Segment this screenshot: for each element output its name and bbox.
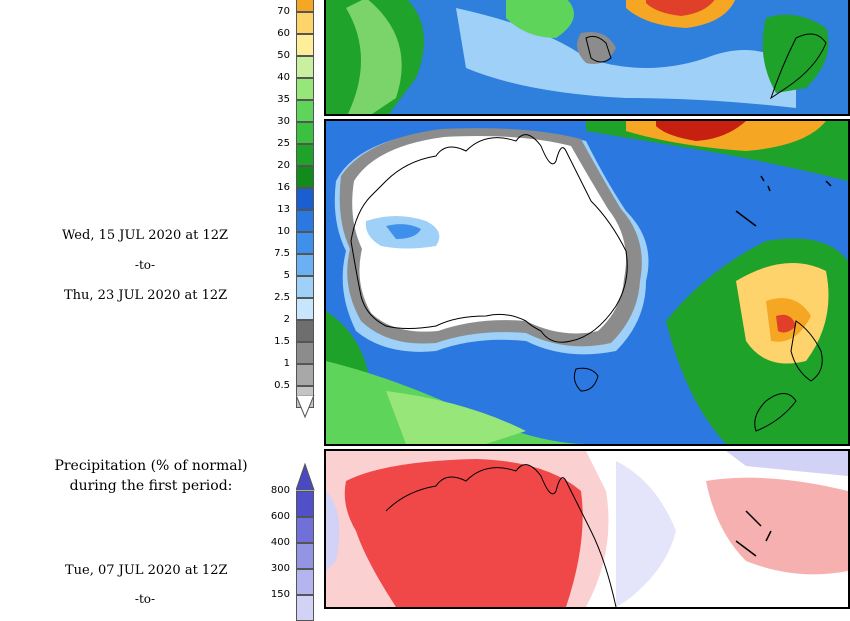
percent-colorbar-tick-label: 800	[270, 485, 290, 496]
precip-colorbar	[296, 0, 316, 420]
precip-map-panel-previous	[324, 0, 850, 116]
percent-colorbar-segment	[296, 595, 314, 621]
precip-colorbar-segment	[296, 56, 314, 78]
precip-colorbar-tick-label: 13	[277, 204, 290, 215]
precip-colorbar-tick-label: 16	[277, 182, 290, 193]
precip-colorbar-tick-label: 1.5	[274, 336, 290, 347]
precip-colorbar-segment	[296, 122, 314, 144]
precip-colorbar-segment	[296, 364, 314, 386]
percent-colorbar-segment	[296, 491, 314, 517]
percent-colorbar-tick-label: 600	[270, 511, 290, 522]
precip-colorbar-tick-label: 7.5	[274, 248, 290, 259]
percent-normal-subtitle: during the first period:	[69, 478, 233, 494]
precip-colorbar-segment	[296, 78, 314, 100]
percent-colorbar-segment	[296, 569, 314, 595]
precip-colorbar-segment	[296, 0, 314, 12]
precip-colorbar-segment	[296, 12, 314, 34]
precip-colorbar-segment	[296, 188, 314, 210]
percent-colorbar-tick-label: 150	[270, 589, 290, 600]
percent-colorbar-segment	[296, 543, 314, 569]
percent-normal-map-panel	[324, 449, 850, 609]
precip-colorbar-segment	[296, 144, 314, 166]
period-end-date: Thu, 23 JUL 2020 at 12Z	[64, 288, 228, 303]
precip-colorbar-tick-label: 40	[277, 72, 290, 83]
precip-colorbar-tick-label: 5	[283, 270, 290, 281]
percent-colorbar	[296, 463, 316, 621]
precip-colorbar-tick-label: 30	[277, 116, 290, 127]
precip-colorbar-segment	[296, 100, 314, 122]
precip-colorbar-tick-label: 2	[283, 314, 290, 325]
percent-colorbar-tick-label: 400	[270, 537, 290, 548]
lower-period-start-date: Tue, 07 JUL 2020 at 12Z	[65, 563, 228, 578]
precip-colorbar-tick-label: 35	[277, 94, 290, 105]
precip-colorbar-segment	[296, 276, 314, 298]
period-start-date: Wed, 15 JUL 2020 at 12Z	[62, 228, 229, 243]
lower-period-separator: -to-	[134, 592, 156, 606]
precip-colorbar-segment	[296, 298, 314, 320]
precip-colorbar-segment	[296, 210, 314, 232]
precip-colorbar-segment	[296, 232, 314, 254]
precip-colorbar-tick-label: 10	[277, 226, 290, 237]
precip-colorbar-tick-label: 60	[277, 28, 290, 39]
precip-colorbar-segment	[296, 34, 314, 56]
precip-colorbar-segment	[296, 254, 314, 276]
percent-colorbar-segment	[296, 517, 314, 543]
precip-colorbar-tick-label: 0.5	[274, 380, 290, 391]
precip-colorbar-segment	[296, 342, 314, 364]
percent-normal-title: Precipitation (% of normal)	[54, 458, 248, 474]
precip-map-panel-current	[324, 119, 850, 446]
precip-colorbar-segment	[296, 166, 314, 188]
colorbar-arrow-up-icon	[296, 463, 315, 491]
precip-colorbar-tick-label: 70	[277, 6, 290, 17]
percent-colorbar-tick-label: 300	[270, 563, 290, 574]
precip-colorbar-segment	[296, 320, 314, 342]
precip-colorbar-tick-label: 20	[277, 160, 290, 171]
precip-colorbar-tick-label: 50	[277, 50, 290, 61]
precip-colorbar-tick-label: 25	[277, 138, 290, 149]
period-separator: -to-	[134, 258, 156, 272]
precip-colorbar-tick-label: 2.5	[274, 292, 290, 303]
precip-colorbar-tick-label: 1	[283, 358, 290, 369]
colorbar-arrow-icon	[296, 395, 315, 419]
